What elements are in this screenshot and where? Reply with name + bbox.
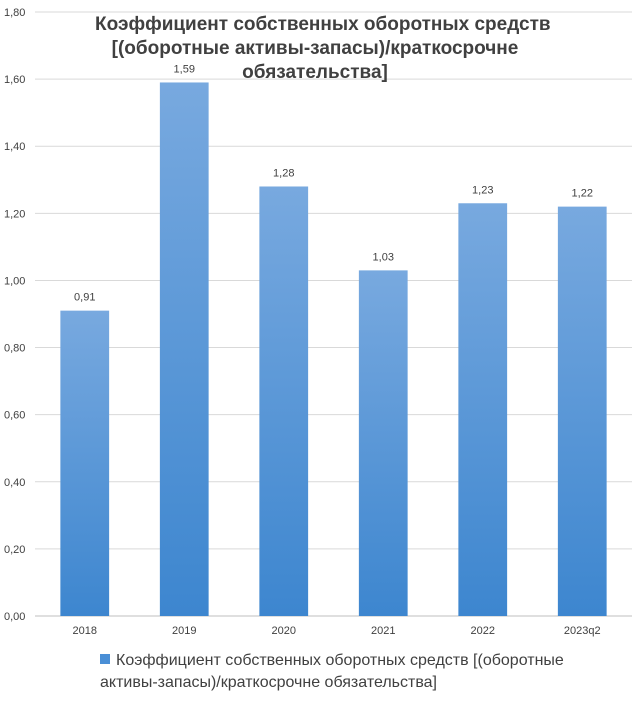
bar [358, 270, 408, 616]
data-label: 1,03 [373, 251, 394, 263]
x-tick-label: 2023q2 [564, 625, 601, 637]
y-tick-label: 1,60 [4, 74, 25, 86]
x-tick-label: 2021 [371, 625, 395, 637]
bars [60, 82, 607, 616]
x-tick-label: 2022 [471, 625, 495, 637]
bar [458, 203, 508, 616]
x-tick-label: 2019 [172, 625, 196, 637]
legend: Коэффициент собственных оборотных средст… [100, 650, 630, 694]
x-tick-label: 2018 [73, 625, 97, 637]
y-axis-tick-labels: 0,00 0,20 0,40 0,60 0,80 1,00 1,20 1,40 1,60 1,80 [4, 7, 25, 623]
legend-swatch [100, 654, 110, 664]
data-labels: 0,91 1,59 1,28 1,03 1,23 1,22 [74, 63, 593, 303]
data-label: 1,59 [174, 63, 195, 75]
y-tick-label: 1,40 [4, 141, 25, 153]
x-tick-label: 2020 [272, 625, 296, 637]
y-tick-label: 0,40 [4, 477, 25, 489]
legend-label-line-2: активы-запасы)/краткосрочне обязательств… [100, 674, 437, 691]
chart-title-line-3: обязательства] [242, 62, 388, 83]
x-axis-tick-labels: 2018 2019 2020 2021 2022 2023q2 [73, 625, 601, 637]
bar [259, 186, 309, 616]
y-tick-label: 0,80 [4, 343, 25, 355]
y-tick-label: 0,20 [4, 544, 25, 556]
data-label: 1,28 [273, 167, 294, 179]
y-tick-label: 1,20 [4, 208, 25, 220]
y-tick-label: 1,00 [4, 275, 25, 287]
y-tick-label: 0,00 [4, 611, 25, 623]
data-label: 0,91 [74, 292, 95, 304]
chart-title: Коэффициент собственных оборотных средст… [95, 13, 551, 85]
chart-title-line-2: [(оборотные активы-запасы)/краткосрочне [111, 38, 519, 59]
bar [159, 82, 209, 616]
chart-title-line-1: Коэффициент собственных оборотных средст… [95, 14, 551, 35]
y-tick-label: 0,60 [4, 410, 25, 422]
data-label: 1,22 [572, 188, 593, 200]
bar [557, 206, 607, 616]
bar [60, 310, 110, 616]
data-label: 1,23 [472, 184, 493, 196]
y-tick-label: 1,80 [4, 7, 25, 19]
legend-label-line-1: Коэффициент собственных оборотных средст… [116, 652, 564, 669]
gridlines [35, 11, 632, 617]
